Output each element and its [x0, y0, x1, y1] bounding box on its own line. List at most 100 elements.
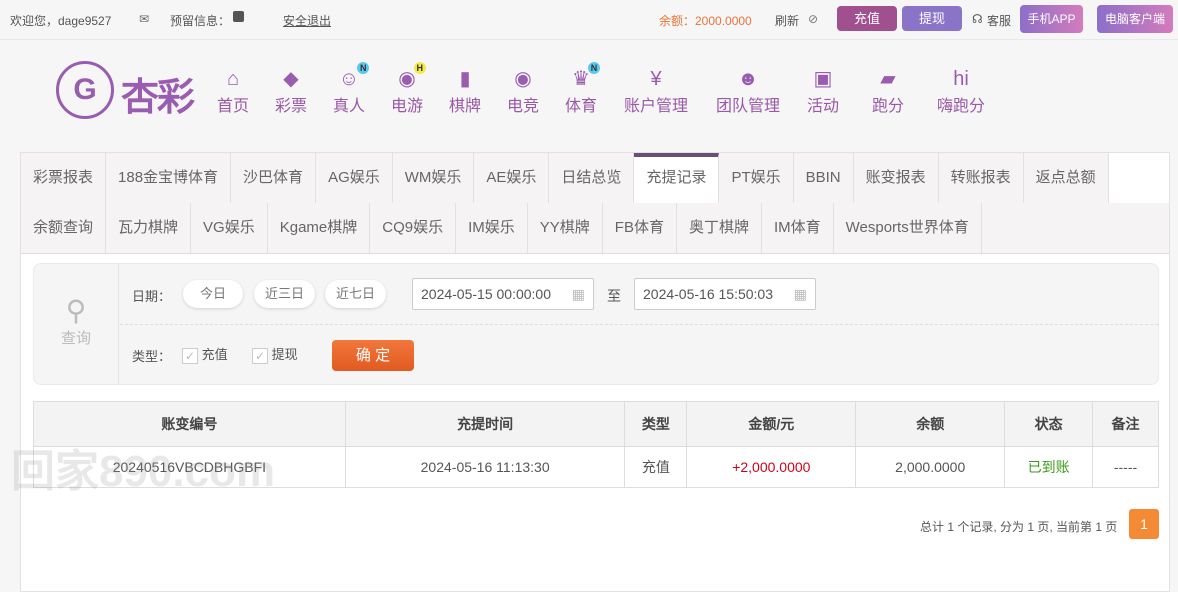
- table-cell: 2,000.0000: [855, 446, 1006, 488]
- nav-label: 彩票: [274, 98, 307, 115]
- today-button[interactable]: 今日: [183, 280, 243, 308]
- query-label: 查询: [60, 330, 91, 347]
- reserved-info-label: 预留信息：: [170, 14, 231, 28]
- hi-icon: hi: [953, 68, 969, 90]
- table-cell: 已到账: [1004, 446, 1094, 488]
- tab-tabs_row2-1[interactable]: 瓦力棋牌: [106, 203, 192, 253]
- rhino-icon: ▰: [880, 68, 896, 90]
- deposit-checkbox[interactable]: ✓ 充值: [182, 344, 228, 364]
- tab-tabs_row1-3[interactable]: AG娱乐: [316, 153, 393, 203]
- tab-tabs_row2-5[interactable]: IM娱乐: [456, 203, 528, 253]
- tab-tabs_row1-6[interactable]: 日结总览: [549, 153, 635, 203]
- pagination-summary: 总计 1 个记录, 分为 1 页, 当前第 1 页: [920, 520, 1118, 534]
- nav-badge: H: [413, 62, 426, 74]
- logout-link[interactable]: 安全退出: [283, 14, 332, 28]
- column-header: 备注: [1092, 401, 1159, 447]
- withdraw-button[interactable]: 提现: [902, 6, 962, 31]
- nav-label: 首页: [216, 98, 249, 115]
- edit-icon[interactable]: [233, 11, 244, 22]
- tab-tabs_row1-8[interactable]: PT娱乐: [719, 153, 794, 203]
- tab-tabs_row2-10[interactable]: Wesports世界体育: [834, 203, 982, 253]
- search-icon: ⚲: [65, 295, 87, 326]
- nav-label: 账户管理: [623, 98, 688, 115]
- logo-text[interactable]: 杏彩: [121, 77, 195, 119]
- calendar-icon[interactable]: ▦: [571, 286, 585, 302]
- table-cell: +2,000.0000: [686, 446, 857, 488]
- mobile-app-button[interactable]: 手机APP: [1020, 5, 1083, 33]
- tab-tabs_row2-7[interactable]: FB体育: [603, 203, 677, 253]
- nav-item-8[interactable]: ☻ 团队管理: [708, 66, 788, 116]
- tab-tabs_row1-1[interactable]: 188金宝博体育: [106, 153, 232, 203]
- confirm-button[interactable]: 确 定: [332, 340, 414, 371]
- tab-tabs_row1-0[interactable]: 彩票报表: [21, 153, 107, 203]
- tab-tabs_row2-4[interactable]: CQ9娱乐: [370, 203, 457, 253]
- column-header: 余额: [855, 401, 1006, 447]
- tab-row-2: 余额查询 瓦力棋牌 VG娱乐 Kgame棋牌 CQ9娱乐 IM娱乐 YY棋牌 FB体育 奥丁棋牌…: [21, 203, 1169, 254]
- nav-item-5[interactable]: ◉ 电竞: [483, 66, 563, 116]
- balance-text: 余额：2000.0000: [659, 14, 752, 28]
- tab-tabs_row1-11[interactable]: 转账报表: [939, 153, 1024, 203]
- logo-emblem[interactable]: G: [56, 61, 114, 119]
- date-label: 日期：: [132, 289, 172, 304]
- divider: [120, 324, 1158, 325]
- nav-badge: N: [357, 62, 370, 74]
- customer-service-link[interactable]: 客服: [987, 14, 1012, 28]
- nav-label: 跑分: [871, 98, 904, 115]
- withdraw-checkbox[interactable]: ✓ 提现: [252, 344, 298, 364]
- nav-label: 真人: [332, 98, 365, 115]
- last-7-days-button[interactable]: 近七日: [325, 280, 386, 308]
- nav-item-0[interactable]: ⌂ 首页: [193, 66, 273, 116]
- start-date-input[interactable]: 2024-05-15 00:00:00 ▦: [412, 278, 594, 310]
- tab-tabs_row1-5[interactable]: AE娱乐: [474, 153, 550, 203]
- nav-badge: N: [587, 62, 600, 74]
- team-icon: ☻: [737, 68, 759, 90]
- tab-tabs_row1-12[interactable]: 返点总额: [1024, 153, 1109, 203]
- nav-item-1[interactable]: ◆ 彩票: [251, 66, 331, 116]
- column-header: 充提时间: [344, 401, 626, 447]
- nav-item-4[interactable]: ▮ 棋牌: [425, 66, 505, 116]
- refresh-link[interactable]: 刷新: [775, 14, 800, 28]
- nav-item-7[interactable]: ¥ 账户管理: [616, 66, 696, 116]
- tab-tabs_row2-3[interactable]: Kgame棋牌: [268, 203, 371, 253]
- welcome-text: 欢迎您，dage9527: [10, 14, 112, 28]
- tab-tabs_row2-8[interactable]: 奥丁棋牌: [677, 203, 762, 253]
- check-icon: ✓: [252, 347, 268, 364]
- nav-item-10[interactable]: ▰ 跑分: [848, 66, 928, 116]
- eye-hidden-icon[interactable]: ⊘: [808, 12, 819, 26]
- filter-box: ⚲ 查询 日期： 今日 近三日 近七日 2024-05-15 00:00:00 ▦…: [33, 263, 1159, 385]
- nav-item-11[interactable]: hi 嗨跑分: [921, 66, 1001, 116]
- home-icon: ⌂: [226, 68, 240, 90]
- page-1-button[interactable]: 1: [1129, 509, 1159, 539]
- nav-item-9[interactable]: ▣ 活动: [783, 66, 863, 116]
- tab-tabs_row2-9[interactable]: IM体育: [762, 203, 834, 253]
- tab-tabs_row1-10[interactable]: 账变报表: [854, 153, 939, 203]
- check-icon: ✓: [182, 347, 198, 364]
- tab-tabs_row1-7[interactable]: 充提记录: [634, 153, 720, 203]
- tab-tabs_row2-2[interactable]: VG娱乐: [191, 203, 268, 253]
- tab-tabs_row2-6[interactable]: YY棋牌: [528, 203, 603, 253]
- end-date-input[interactable]: 2024-05-16 15:50:03 ▦: [634, 278, 816, 310]
- tab-tabs_row1-2[interactable]: 沙巴体育: [231, 153, 317, 203]
- watermark: 回家890.com: [11, 447, 276, 496]
- gamepad-icon: ◉: [514, 68, 532, 90]
- start-date-value: 2024-05-15 00:00:00: [421, 286, 551, 302]
- last-3-days-button[interactable]: 近三日: [254, 280, 315, 308]
- tab-tabs_row2-0[interactable]: 余额查询: [21, 203, 107, 253]
- nav-item-6[interactable]: ♛ N 体育: [541, 62, 621, 116]
- nav-label: 嗨跑分: [936, 98, 985, 115]
- query-section: ⚲ 查询: [34, 264, 119, 384]
- ticket-icon: ◆: [283, 68, 299, 90]
- tab-tabs_row1-4[interactable]: WM娱乐: [393, 153, 475, 203]
- column-header: 金额/元: [686, 401, 857, 447]
- tab-tabs_row1-9[interactable]: BBIN: [794, 153, 854, 203]
- top-bar: 欢迎您，dage9527 ✉ 预留信息： 安全退出 余额：2000.0000 刷…: [0, 0, 1178, 40]
- nav-item-2[interactable]: ☺ N 真人: [309, 62, 389, 116]
- nav-item-3[interactable]: ◉ H 电游: [367, 62, 447, 116]
- mail-icon[interactable]: ✉: [139, 12, 150, 26]
- records-table: 账变编号 充提时间 类型 金额/元 余额 状态 备注 20240516VBCDBHGBFI 2…: [33, 401, 1159, 488]
- table-cell: 20240516VBCDBHGBFI: [33, 446, 346, 488]
- deposit-button[interactable]: 充值: [837, 6, 897, 31]
- calendar-icon[interactable]: ▦: [793, 286, 807, 302]
- pc-client-button[interactable]: 电脑客户端: [1097, 5, 1173, 33]
- nav-label: 电竞: [506, 98, 539, 115]
